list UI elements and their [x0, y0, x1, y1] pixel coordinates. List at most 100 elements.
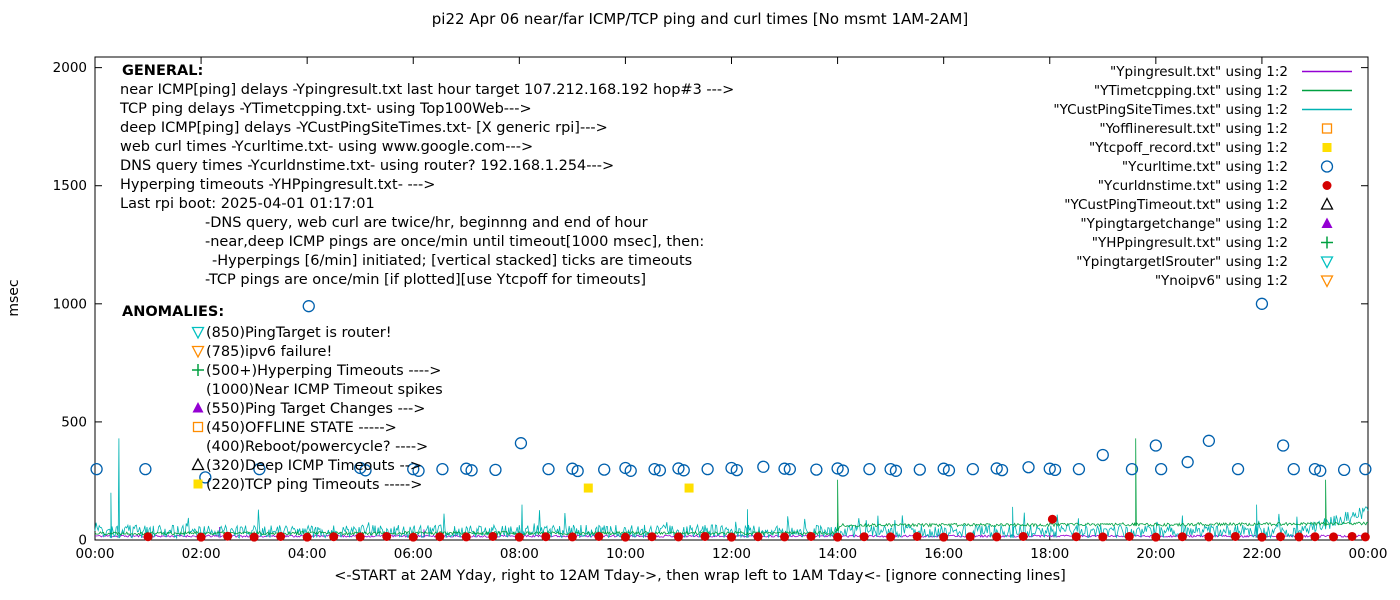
general-line: -Hyperpings [6/min] initiated; [vertical…: [212, 253, 692, 269]
anomaly-text: (1000)Near ICMP Timeout spikes: [206, 382, 443, 398]
point-Ycurldnstime.txt: [1347, 531, 1357, 541]
anomaly-marker: [191, 326, 205, 340]
point-Ycurldnstime.txt: [1071, 532, 1081, 542]
point-Ycurltime.txt: [1276, 439, 1290, 452]
point-Ycurldnstime.txt: [1151, 532, 1161, 542]
point-Ycurltime.txt: [1022, 461, 1035, 474]
anomaly-marker: [191, 345, 205, 359]
point-Ycurltime.txt: [884, 462, 897, 476]
general-line: DNS query times -Ycurldnstime.txt- using…: [120, 158, 614, 174]
general-line: -near,deep ICMP pings are once/min until…: [205, 234, 704, 250]
point-Ycurltime.txt: [1255, 297, 1269, 310]
legend-label: "YTimetcpping.txt" using 1:2: [1094, 83, 1288, 99]
general-line: -TCP pings are once/min [if plotted][use…: [205, 272, 646, 288]
point-Ycurltime.txt: [701, 462, 714, 476]
legend-marker: [1320, 197, 1334, 210]
point-Ycurltime.txt: [359, 464, 372, 477]
point-Ycurldnstime.txt: [461, 532, 471, 542]
y-tick-label: 1500: [53, 178, 87, 194]
point-Ycurltime.txt: [354, 461, 367, 475]
point-Ycurldnstime.txt: [673, 532, 683, 542]
point-Ycurltime.txt: [836, 464, 850, 477]
point-Ycurltime.txt: [1048, 463, 1062, 477]
point-Ycurldnstime.txt: [1257, 532, 1267, 542]
point-Ycurldnstime.txt: [1310, 532, 1320, 542]
point-Ycurltime.txt: [966, 462, 979, 476]
point-Ycurldnstime.txt: [700, 531, 710, 541]
y-axis-label: msec: [6, 279, 22, 317]
anomaly-marker: [192, 402, 204, 413]
legend-marker: [1321, 217, 1333, 228]
legend-label: "YCustPingSiteTimes.txt" using 1:2: [1053, 102, 1288, 118]
point-Ycurltime.txt: [489, 463, 502, 477]
point-Ycurltime.txt: [412, 464, 425, 477]
point-Ycurltime.txt: [1337, 463, 1351, 477]
point-Ycurldnstime.txt: [329, 532, 339, 542]
point-Ycurldnstime.txt: [806, 531, 816, 541]
point-Ycurltime.txt: [1202, 434, 1216, 447]
x-axis-label: <-START at 2AM Yday, right to 12AM Tday-…: [334, 568, 1066, 584]
general-title: GENERAL:: [122, 63, 203, 79]
point-Ycurltime.txt: [407, 462, 420, 476]
point-Ycurltime.txt: [199, 471, 212, 484]
point-Ytcpoff_record.txt: [583, 483, 593, 493]
point-Ycurldnstime.txt: [1124, 531, 1134, 541]
point-Ycurldnstime.txt: [196, 532, 206, 542]
point-Ycurltime.txt: [653, 464, 667, 477]
anomaly-marker: [191, 457, 205, 471]
point-Ycurldnstime.txt: [1360, 532, 1370, 542]
point-Ycurltime.txt: [1231, 462, 1245, 476]
point-Ycurltime.txt: [1096, 448, 1109, 462]
legend-marker: [1321, 123, 1333, 134]
point-Ycurldnstime.txt: [1275, 532, 1285, 542]
anomaly-text: (550)Ping Target Changes --->: [206, 401, 425, 417]
point-Ycurltime.txt: [139, 462, 152, 476]
point-Ycurltime.txt: [542, 462, 555, 476]
anomaly-text: (450)OFFLINE STATE ----->: [206, 420, 397, 436]
general-line: TCP ping delays -YTimetcpping.txt- using…: [119, 101, 532, 117]
point-Ycurldnstime.txt: [1018, 531, 1028, 541]
point-Ycurldnstime.txt: [727, 532, 736, 542]
point-Ycurltime.txt: [730, 463, 743, 477]
point-Ycurltime.txt: [990, 462, 1003, 475]
x-tick-label: 02:00: [182, 546, 221, 562]
point-Ycurldnstime.txt: [408, 532, 418, 542]
point-Ycurltime.txt: [677, 464, 690, 477]
point-Ycurltime.txt: [995, 463, 1009, 477]
legend-label: "Ypingtargetchange" using 1:2: [1080, 216, 1288, 232]
point-Ytcpoff_record.txt: [684, 483, 694, 493]
point-Ycurltime.txt: [757, 460, 770, 473]
anomaly-marker: [192, 421, 204, 433]
point-Ycurltime.txt: [624, 464, 637, 477]
legend-label: "YHPpingresult.txt" using 1:2: [1092, 235, 1288, 251]
point-Ycurldnstime.txt: [488, 531, 498, 541]
point-Ycurldnstime.txt: [647, 532, 657, 542]
point-Ycurltime.txt: [783, 462, 796, 476]
point-Ycurldnstime.txt: [1329, 532, 1339, 542]
point-Ycurltime.txt: [460, 462, 473, 475]
point-Ycurltime.txt: [810, 463, 823, 476]
legend-marker: [1320, 160, 1334, 173]
point-Ycurltime.txt: [1149, 439, 1162, 452]
point-Ycurldnstime.txt: [223, 531, 233, 541]
point-Ycurldnstime.txt: [276, 531, 286, 541]
legend-marker: [1322, 143, 1332, 152]
point-Ycurltime.txt: [672, 462, 685, 475]
point-Ycurldnstime.txt: [620, 532, 630, 542]
point-Ycurldnstime.txt: [567, 532, 577, 542]
point-Ycurltime.txt: [1314, 464, 1327, 477]
point-Ycurltime.txt: [566, 462, 579, 475]
point-Ycurltime.txt: [465, 464, 478, 477]
point-Ycurltime.txt: [571, 464, 584, 478]
general-line: near ICMP[ping] delays -Ypingresult.txt …: [120, 82, 734, 98]
point-Ycurldnstime.txt: [594, 531, 604, 541]
point-Ycurldnstime.txt: [249, 532, 259, 542]
point-Ycurltime.txt: [1287, 462, 1300, 476]
point-Ycurldnstime.txt: [355, 532, 365, 542]
point-Ycurldnstime.txt: [143, 532, 153, 542]
x-tick-label: 16:00: [924, 546, 963, 562]
point-Ycurldnstime.txt: [435, 532, 445, 542]
anomaly-marker: [193, 479, 203, 489]
point-Ycurltime.txt: [778, 462, 791, 475]
